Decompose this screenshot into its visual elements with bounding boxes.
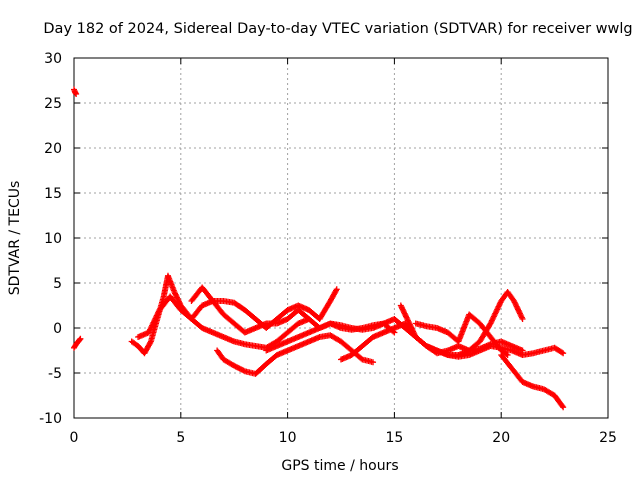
grid — [73, 57, 609, 419]
data-point — [559, 403, 566, 410]
data-point — [519, 316, 526, 322]
data-point — [503, 351, 510, 358]
data-point — [73, 91, 80, 97]
data-point — [333, 286, 340, 293]
data-point — [147, 339, 154, 346]
y-tick-label: -10 — [39, 411, 62, 427]
data-point — [370, 359, 377, 366]
x-tick-label: 10 — [279, 430, 297, 446]
data-point — [560, 404, 567, 411]
x-tick-label: 5 — [176, 430, 185, 446]
y-tick-label: 30 — [44, 51, 62, 67]
y-tick-label: 10 — [44, 231, 62, 247]
y-tick-label: -5 — [48, 366, 62, 382]
y-axis-label: SDTVAR / TECUs — [7, 181, 23, 296]
x-axis-label: GPS time / hours — [281, 458, 398, 474]
data-point — [560, 350, 567, 357]
data-point — [558, 349, 565, 356]
chart-title: Day 182 of 2024, Sidereal Day-to-day VTE… — [43, 21, 632, 37]
data-point — [240, 367, 247, 374]
y-tick-label: 25 — [44, 96, 62, 112]
y-tick-label: 20 — [44, 141, 62, 157]
data-point — [235, 364, 242, 371]
x-tick-label: 15 — [385, 430, 403, 446]
data-points — [71, 86, 567, 411]
x-tick-label: 20 — [492, 430, 510, 446]
x-tick-label: 25 — [599, 430, 617, 446]
data-point — [77, 335, 84, 342]
ticks: 0 5 10 15 20 25 -10 -5 0 5 10 15 20 25 30 — [39, 51, 617, 446]
y-tick-label: 5 — [53, 276, 62, 292]
data-point — [76, 336, 83, 343]
data-point — [333, 287, 340, 294]
data-point — [504, 352, 511, 358]
x-tick-label: 0 — [70, 430, 79, 446]
y-tick-label: 15 — [44, 186, 62, 202]
y-tick-label: 0 — [53, 321, 62, 337]
